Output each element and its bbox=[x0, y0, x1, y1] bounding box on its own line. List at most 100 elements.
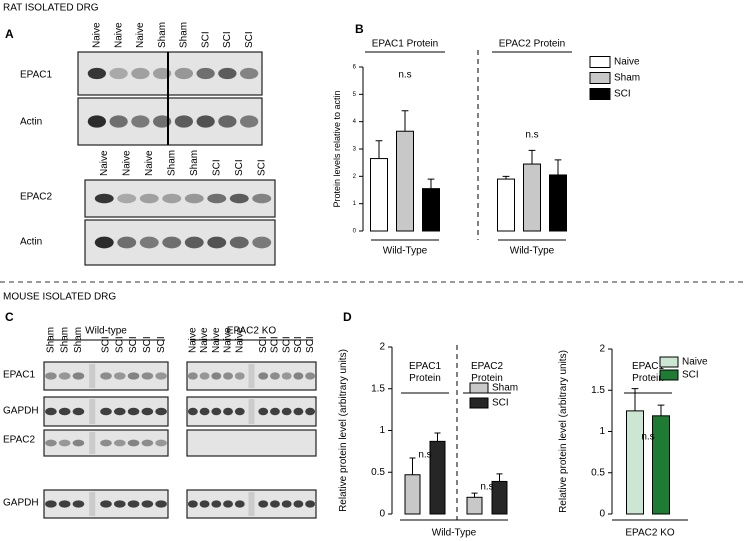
bar bbox=[466, 496, 483, 515]
band bbox=[113, 372, 126, 380]
lane-label: SCI bbox=[142, 336, 153, 353]
band bbox=[141, 372, 154, 380]
bar bbox=[497, 178, 515, 232]
lane-label: Naive bbox=[199, 327, 210, 353]
y-tick-label: 1.5 bbox=[371, 383, 385, 394]
lane-label: SCI bbox=[270, 336, 281, 353]
legend-swatch bbox=[589, 56, 611, 68]
group-header: EPAC1 Protein bbox=[408, 361, 442, 384]
band bbox=[218, 67, 237, 80]
legend-label: Sham bbox=[614, 73, 640, 84]
band bbox=[184, 193, 204, 204]
row-label: Actin bbox=[20, 117, 42, 128]
band bbox=[252, 193, 272, 204]
panel-letter: C bbox=[5, 310, 14, 324]
band bbox=[100, 500, 112, 508]
band bbox=[45, 439, 57, 447]
band bbox=[305, 407, 316, 416]
bar bbox=[429, 440, 446, 515]
bar bbox=[422, 188, 440, 232]
band bbox=[196, 115, 215, 128]
band bbox=[45, 372, 57, 380]
lane-label: SCI bbox=[128, 336, 139, 353]
group-label: Wild-type bbox=[85, 326, 127, 337]
band bbox=[109, 115, 128, 128]
band bbox=[199, 407, 210, 416]
lane-label: SCI bbox=[222, 31, 233, 48]
band bbox=[229, 193, 249, 204]
ladder bbox=[89, 492, 96, 516]
band bbox=[58, 372, 71, 380]
legend-label: SCI bbox=[614, 89, 631, 100]
band bbox=[141, 500, 154, 508]
band bbox=[152, 115, 172, 128]
legend-swatch bbox=[589, 88, 611, 100]
lane-label: Naive bbox=[234, 327, 245, 353]
band bbox=[141, 407, 154, 416]
legend-swatch bbox=[589, 72, 611, 84]
lane-label: SCI bbox=[200, 31, 211, 48]
band bbox=[187, 407, 198, 416]
band bbox=[72, 372, 85, 380]
band bbox=[223, 500, 233, 508]
y-tick-label: 1 bbox=[599, 426, 605, 437]
band bbox=[162, 193, 182, 204]
band bbox=[72, 407, 85, 416]
bar bbox=[396, 130, 414, 232]
band bbox=[131, 67, 150, 80]
bar bbox=[523, 163, 541, 232]
band bbox=[305, 372, 316, 380]
row-label: Actin bbox=[20, 237, 42, 248]
band bbox=[100, 372, 112, 380]
y-tick-label: 0.5 bbox=[371, 467, 385, 478]
band bbox=[258, 407, 269, 416]
band bbox=[207, 236, 227, 249]
y-axis-label: Relative protein level (arbitrary units) bbox=[338, 349, 349, 512]
lane-label: Sham bbox=[189, 150, 200, 176]
band bbox=[155, 372, 167, 380]
lane-label: Naive bbox=[99, 150, 110, 176]
lane-label: Sham bbox=[46, 327, 57, 353]
y-tick-label: 1.5 bbox=[591, 385, 605, 396]
band bbox=[72, 500, 85, 508]
ladder bbox=[248, 399, 255, 424]
legend-swatch bbox=[469, 397, 489, 409]
legend-swatch bbox=[469, 382, 489, 394]
bar bbox=[370, 158, 388, 232]
band bbox=[207, 193, 227, 204]
band bbox=[131, 115, 150, 128]
y-tick-label: 6 bbox=[353, 65, 357, 71]
annotation: n.s bbox=[398, 70, 411, 81]
band bbox=[174, 115, 194, 128]
row-label: EPAC2 bbox=[3, 435, 35, 446]
band bbox=[184, 236, 204, 249]
band bbox=[281, 500, 292, 508]
band bbox=[187, 500, 198, 508]
y-axis-label-box: Relative protein level (arbitrary units) bbox=[338, 349, 349, 512]
error-bar bbox=[528, 149, 536, 165]
band bbox=[199, 500, 210, 508]
band bbox=[293, 372, 304, 380]
y-axis-label-box: Relative protein level (arbitrary units) bbox=[558, 350, 569, 513]
lane-label: SCI bbox=[244, 31, 255, 48]
band bbox=[94, 236, 114, 249]
ladder bbox=[248, 364, 255, 388]
y-axis-label: Relative protein level (arbitrary units) bbox=[558, 350, 569, 513]
band bbox=[113, 439, 126, 447]
band bbox=[270, 372, 280, 380]
legend-label: Naive bbox=[614, 57, 640, 68]
legend-swatch bbox=[659, 369, 679, 381]
error-bar bbox=[657, 404, 665, 416]
band bbox=[127, 407, 140, 416]
band bbox=[229, 236, 249, 249]
row-label: GAPDH bbox=[3, 498, 39, 509]
lane-label: SCI bbox=[101, 336, 112, 353]
y-tick-label: 4 bbox=[353, 119, 357, 125]
band bbox=[234, 500, 245, 508]
row-label: EPAC1 bbox=[3, 370, 35, 381]
bar bbox=[549, 174, 567, 232]
band bbox=[281, 372, 292, 380]
band bbox=[258, 372, 269, 380]
x-group-label: Wild-Type bbox=[510, 246, 555, 257]
lane-label: SCI bbox=[293, 336, 304, 353]
